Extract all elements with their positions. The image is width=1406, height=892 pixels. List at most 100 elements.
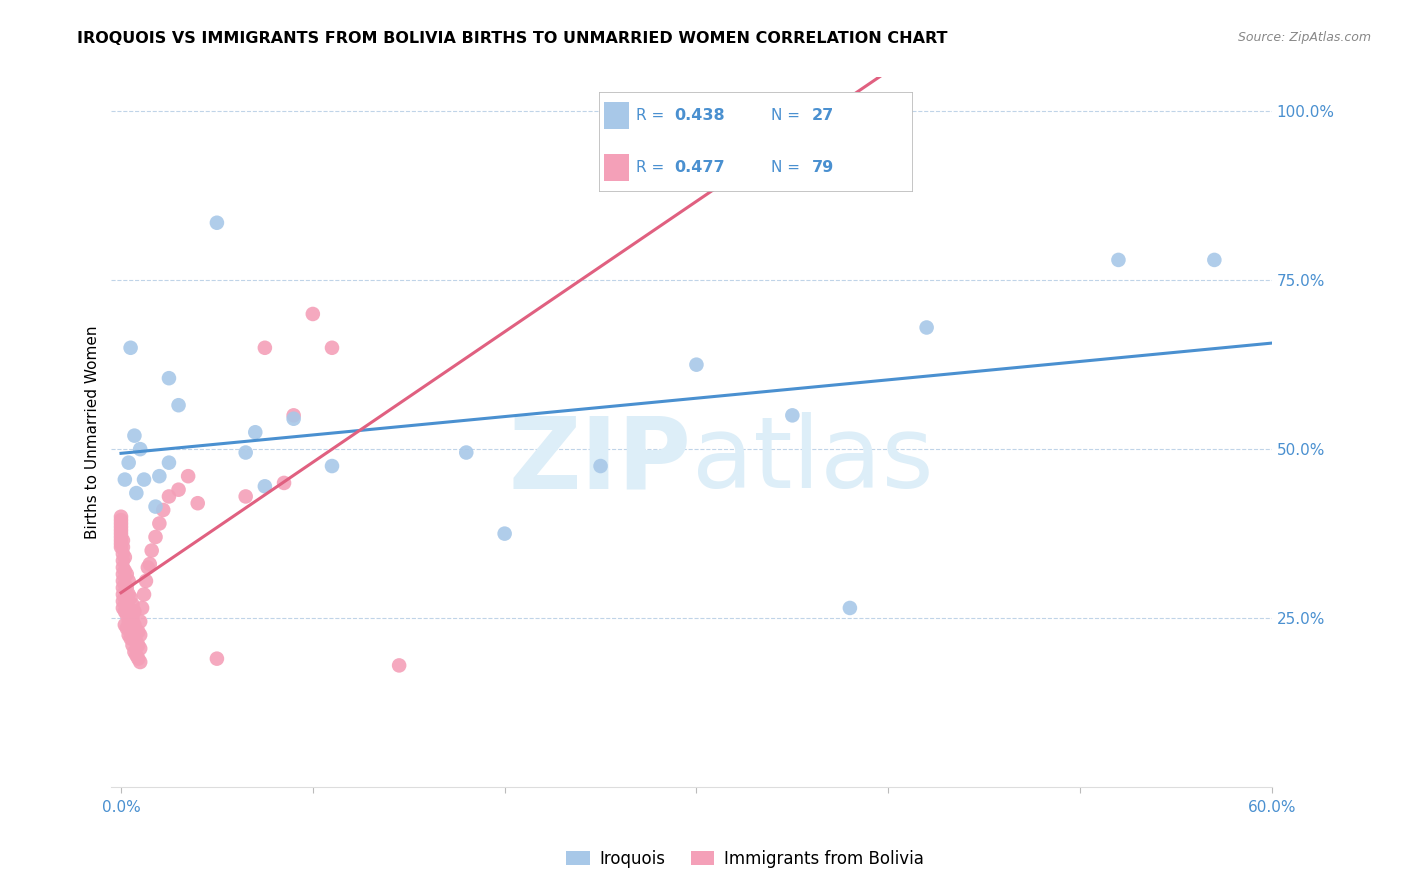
Point — [157, 371, 180, 385]
Point — [120, 341, 142, 355]
Point — [283, 411, 305, 425]
Point — [110, 533, 132, 548]
Point — [132, 473, 155, 487]
Point — [110, 516, 132, 531]
Text: ZIP: ZIP — [509, 412, 692, 509]
Point — [110, 537, 132, 551]
Point — [111, 587, 134, 601]
Point — [111, 574, 134, 588]
Point — [114, 473, 136, 487]
Point — [121, 624, 143, 639]
Point — [152, 503, 174, 517]
Point — [121, 638, 143, 652]
Point — [111, 554, 134, 568]
Point — [589, 458, 612, 473]
Point — [125, 634, 148, 648]
Point — [129, 628, 152, 642]
Point — [129, 641, 152, 656]
Point — [283, 409, 305, 423]
Point — [456, 445, 478, 459]
Point — [838, 601, 860, 615]
Point — [253, 341, 276, 355]
Point — [118, 456, 141, 470]
Point — [110, 509, 132, 524]
Point — [205, 651, 228, 665]
Point — [235, 490, 257, 504]
Point — [135, 574, 157, 588]
Point — [110, 526, 132, 541]
Point — [111, 581, 134, 595]
Point — [127, 651, 149, 665]
Point — [118, 615, 141, 629]
Point — [301, 307, 323, 321]
Point — [124, 428, 146, 442]
Point — [124, 604, 146, 618]
Point — [157, 456, 180, 470]
Point — [115, 567, 138, 582]
Point — [118, 574, 141, 588]
Point — [148, 469, 170, 483]
Point — [125, 486, 148, 500]
Point — [111, 601, 134, 615]
Point — [145, 500, 167, 514]
Point — [205, 216, 228, 230]
Text: Source: ZipAtlas.com: Source: ZipAtlas.com — [1237, 31, 1371, 45]
Point — [111, 547, 134, 561]
Point — [177, 469, 200, 483]
Point — [127, 638, 149, 652]
Point — [132, 587, 155, 601]
Point — [115, 607, 138, 622]
Point — [111, 594, 134, 608]
Point — [124, 618, 146, 632]
Point — [145, 530, 167, 544]
Point — [1204, 252, 1226, 267]
Point — [120, 618, 142, 632]
Point — [111, 560, 134, 574]
Point — [111, 533, 134, 548]
Point — [157, 490, 180, 504]
Point — [253, 479, 276, 493]
Point — [321, 458, 343, 473]
Point — [115, 621, 138, 635]
Point — [110, 530, 132, 544]
Point — [124, 645, 146, 659]
Point — [121, 611, 143, 625]
Point — [124, 632, 146, 646]
Point — [114, 550, 136, 565]
Point — [136, 560, 159, 574]
Point — [110, 513, 132, 527]
Point — [167, 483, 190, 497]
Point — [685, 358, 707, 372]
Y-axis label: Births to Unmarried Women: Births to Unmarried Women — [86, 326, 100, 539]
Point — [110, 520, 132, 534]
Point — [141, 543, 163, 558]
Point — [187, 496, 209, 510]
Point — [111, 540, 134, 554]
Point — [120, 591, 142, 605]
Point — [235, 445, 257, 459]
Text: atlas: atlas — [692, 412, 934, 509]
Point — [110, 523, 132, 537]
Point — [127, 624, 149, 639]
Point — [321, 341, 343, 355]
Point — [782, 409, 804, 423]
Point — [118, 587, 141, 601]
Text: IROQUOIS VS IMMIGRANTS FROM BOLIVIA BIRTHS TO UNMARRIED WOMEN CORRELATION CHART: IROQUOIS VS IMMIGRANTS FROM BOLIVIA BIRT… — [77, 31, 948, 46]
Point — [120, 604, 142, 618]
Point — [114, 591, 136, 605]
Point — [114, 564, 136, 578]
Point — [494, 526, 516, 541]
Point — [118, 628, 141, 642]
Point — [120, 632, 142, 646]
Point — [388, 658, 411, 673]
Point — [1107, 252, 1129, 267]
Point — [114, 604, 136, 618]
Point — [125, 648, 148, 663]
Point — [131, 601, 153, 615]
Point — [129, 442, 152, 457]
Point — [915, 320, 938, 334]
Point — [148, 516, 170, 531]
Point — [118, 601, 141, 615]
Point — [110, 540, 132, 554]
Point — [273, 475, 295, 490]
